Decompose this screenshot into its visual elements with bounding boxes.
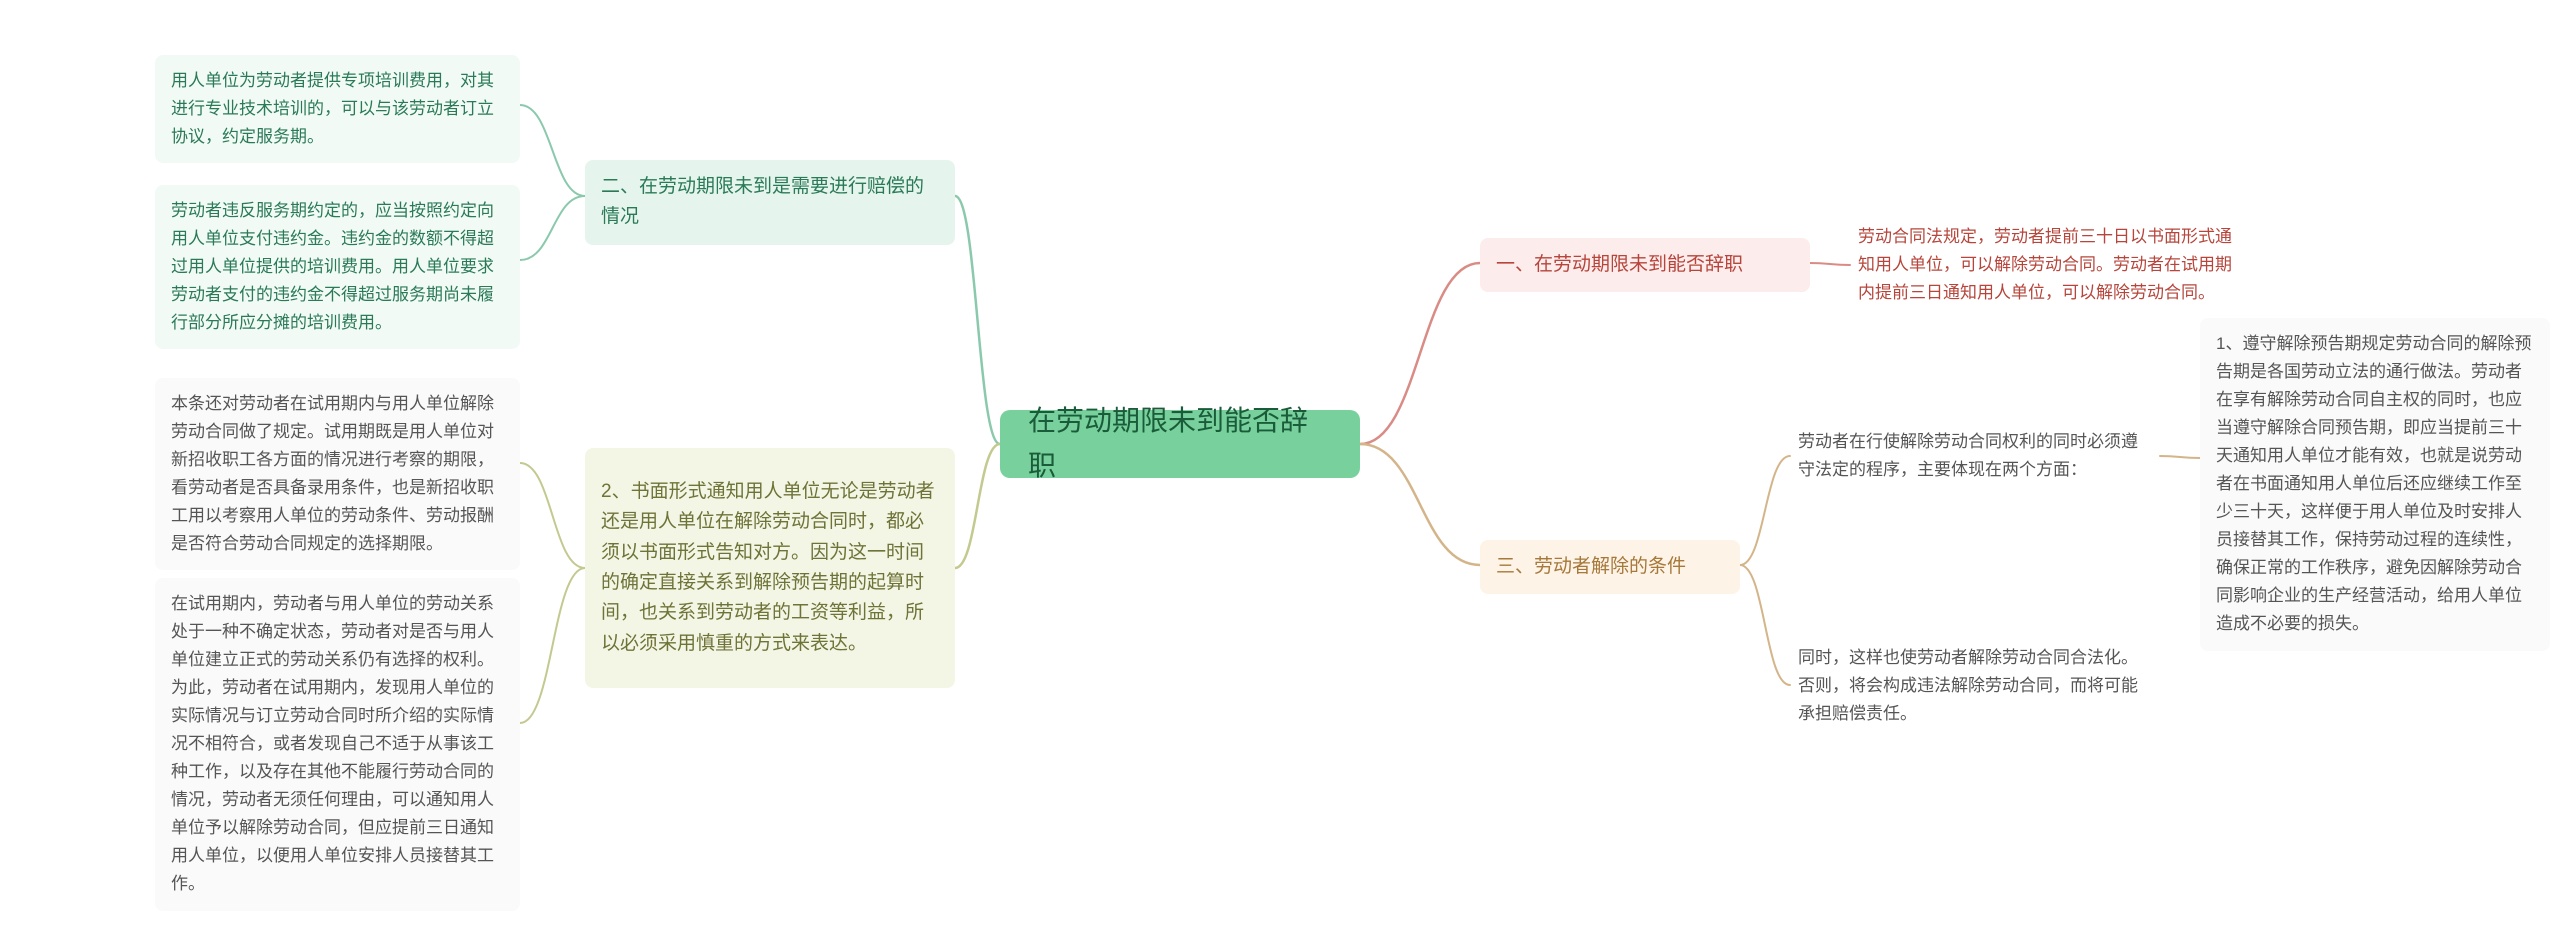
branch-node: 一、在劳动期限未到能否辞职 bbox=[1480, 238, 1810, 292]
branch-node-label: 三、劳动者解除的条件 bbox=[1496, 552, 1686, 582]
branch-node: 2、书面形式通知用人单位无论是劳动者还是用人单位在解除劳动合同时，都必须以书面形… bbox=[585, 448, 955, 688]
center-label: 在劳动期限未到能否辞职 bbox=[1028, 399, 1332, 489]
leaf-node: 劳动合同法规定，劳动者提前三十日以书面形式通知用人单位，可以解除劳动合同。劳动者… bbox=[1850, 210, 2250, 320]
branch-node-label: 一、在劳动期限未到能否辞职 bbox=[1496, 250, 1743, 280]
leaf-node-label: 劳动者在行使解除劳动合同权利的同时必须遵守法定的程序，主要体现在两个方面： bbox=[1798, 428, 2152, 484]
branch-node: 三、劳动者解除的条件 bbox=[1480, 540, 1740, 594]
leaf-node-label: 在试用期内，劳动者与用人单位的劳动关系处于一种不确定状态，劳动者对是否与用人单位… bbox=[171, 590, 504, 899]
leaf-node-label: 本条还对劳动者在试用期内与用人单位解除劳动合同做了规定。试用期既是用人单位对新招… bbox=[171, 390, 504, 558]
leaf-node-label: 劳动者违反服务期约定的，应当按照约定向用人单位支付违约金。违约金的数额不得超过用… bbox=[171, 197, 504, 337]
leaf-node: 同时，这样也使劳动者解除劳动合同合法化。否则，将会构成违法解除劳动合同，而将可能… bbox=[1790, 640, 2160, 732]
leaf-node: 在试用期内，劳动者与用人单位的劳动关系处于一种不确定状态，劳动者对是否与用人单位… bbox=[155, 578, 520, 911]
leaf-node-label: 用人单位为劳动者提供专项培训费用，对其进行专业技术培训的，可以与该劳动者订立协议… bbox=[171, 67, 504, 151]
leaf-node-label: 同时，这样也使劳动者解除劳动合同合法化。否则，将会构成违法解除劳动合同，而将可能… bbox=[1798, 644, 2152, 728]
leaf-node: 劳动者在行使解除劳动合同权利的同时必须遵守法定的程序，主要体现在两个方面： bbox=[1790, 420, 2160, 492]
center-node: 在劳动期限未到能否辞职 bbox=[1000, 410, 1360, 478]
leaf-node: 劳动者违反服务期约定的，应当按照约定向用人单位支付违约金。违约金的数额不得超过用… bbox=[155, 185, 520, 349]
branch-node-label: 二、在劳动期限未到是需要进行赔偿的情况 bbox=[601, 172, 939, 233]
branch-node-label: 2、书面形式通知用人单位无论是劳动者还是用人单位在解除劳动合同时，都必须以书面形… bbox=[601, 477, 939, 659]
leaf-node: 1、遵守解除预告期规定劳动合同的解除预告期是各国劳动立法的通行做法。劳动者在享有… bbox=[2200, 318, 2550, 651]
leaf-node-label: 劳动合同法规定，劳动者提前三十日以书面形式通知用人单位，可以解除劳动合同。劳动者… bbox=[1858, 223, 2242, 307]
leaf-node: 本条还对劳动者在试用期内与用人单位解除劳动合同做了规定。试用期既是用人单位对新招… bbox=[155, 378, 520, 570]
branch-node: 二、在劳动期限未到是需要进行赔偿的情况 bbox=[585, 160, 955, 245]
leaf-node: 用人单位为劳动者提供专项培训费用，对其进行专业技术培训的，可以与该劳动者订立协议… bbox=[155, 55, 520, 163]
leaf-node-label: 1、遵守解除预告期规定劳动合同的解除预告期是各国劳动立法的通行做法。劳动者在享有… bbox=[2216, 330, 2534, 639]
